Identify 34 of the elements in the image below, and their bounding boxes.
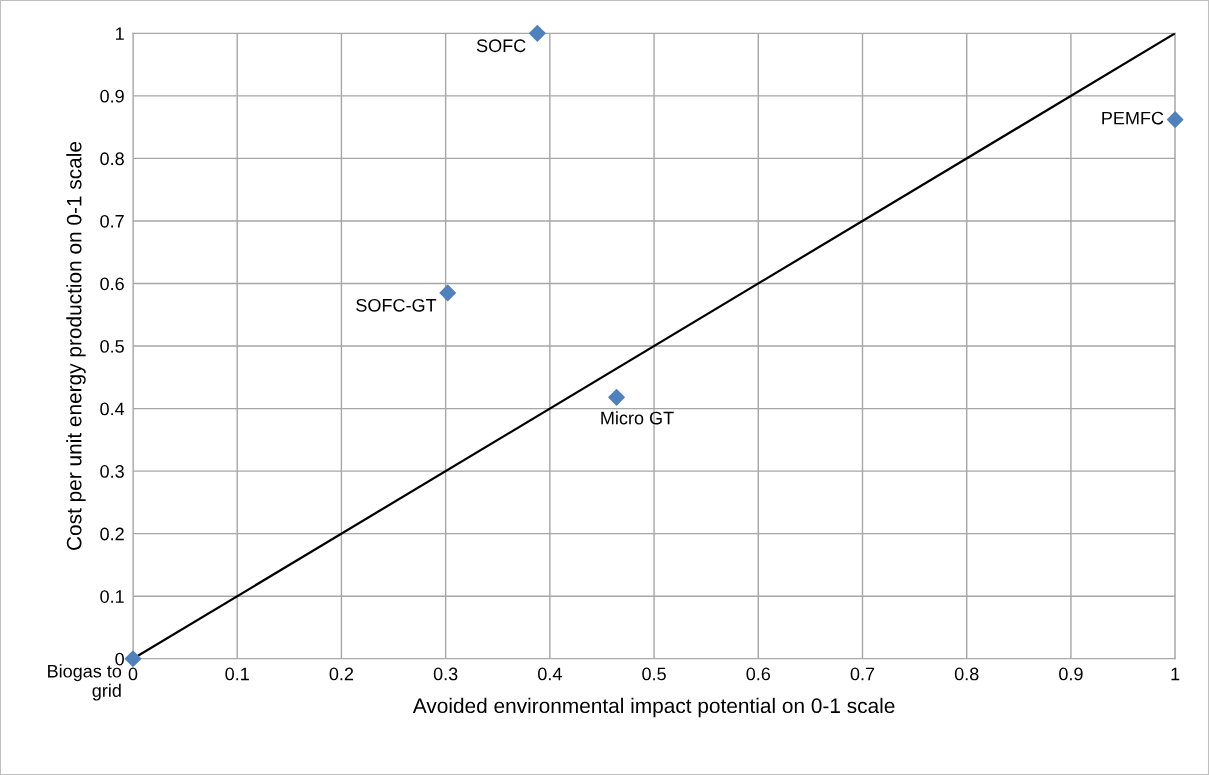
y-tick-label: 1 [115,27,124,40]
annotation: SOFC-GT [356,298,437,312]
point [124,650,142,668]
point [529,25,546,42]
y-tick-label: 0 [115,652,124,666]
x-tick-label: 0.6 [746,667,771,681]
point [608,389,625,406]
y-tick-label: 0.6 [100,277,124,291]
y-tick-label: 0.2 [100,527,124,541]
x-tick-label: 0.3 [433,667,458,681]
y-axis-title: Cost per unit energy production on 0-1 scale [66,141,86,550]
point [1166,111,1184,128]
annotation: PEMFC [1102,111,1164,125]
y-tick-label: 0.9 [100,89,124,103]
x-tick-label: 0.4 [538,667,562,681]
x-axis-title: Avoided environmental impact potential on 0-1 scale [412,697,895,718]
x-tick-label: 0.9 [1059,667,1083,681]
annotation: SOFC [476,39,526,53]
x-tick-label: 0.1 [225,667,249,681]
x-tick-label: 0 [128,667,138,681]
x-tick-label: 0.5 [642,667,666,681]
y-tick-label: 0.8 [100,152,124,166]
y-tick-label: 0.7 [100,214,124,228]
annotation: Biogas to grid [48,664,122,701]
y-tick-label: 0.3 [100,465,124,478]
y-tick-label: 0.1 [100,590,124,603]
x-tick-label: 0.7 [850,667,875,681]
x-tick-label: 1 [1171,667,1180,681]
point [439,284,457,302]
y-tick-label: 0.5 [100,339,124,353]
y-tick-label: 0.4 [100,402,125,416]
x-tick-label: 0.8 [954,667,979,681]
annotation: Micro GT [601,411,674,425]
x-tick-label: 0.2 [329,667,354,681]
